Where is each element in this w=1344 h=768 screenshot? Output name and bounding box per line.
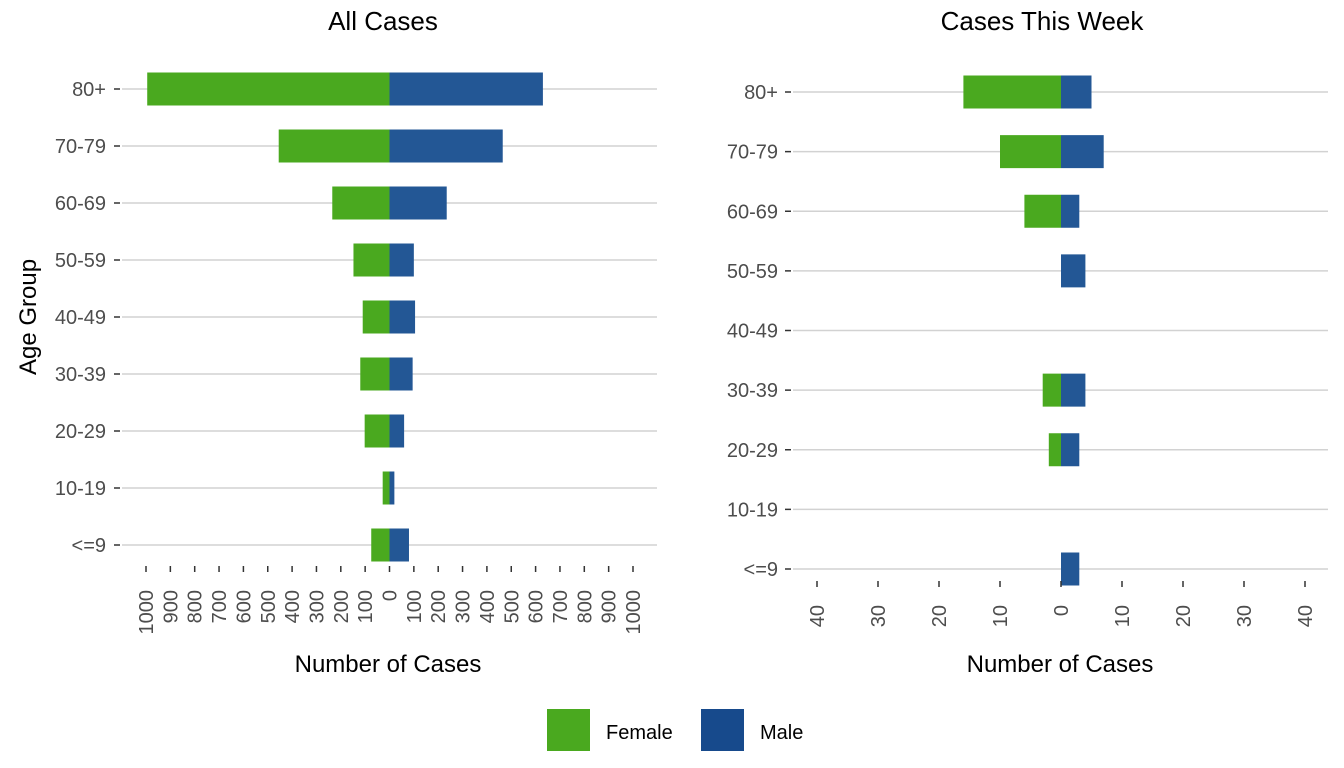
bar-female-80+ — [963, 75, 1061, 109]
bar-female-60-69 — [332, 186, 390, 220]
x-tick-label: 20 — [1173, 605, 1195, 627]
x-tick-label: 40 — [807, 605, 829, 627]
x-tick-label: 20 — [929, 605, 951, 627]
y-tick-label: 40-49 — [55, 307, 106, 329]
bar-female-20-29 — [364, 414, 390, 448]
y-tick-label: <=9 — [72, 535, 106, 557]
x-tick-label: 1000 — [623, 590, 645, 635]
x-axis-title: Number of Cases — [967, 651, 1154, 678]
panel-title: Cases This Week — [941, 6, 1145, 36]
y-tick-label: 70-79 — [55, 136, 106, 158]
y-tick-label: 20-29 — [55, 421, 106, 443]
legend: Female Male — [547, 709, 803, 751]
x-tick-label: 300 — [306, 590, 328, 623]
x-tick-label: 200 — [428, 590, 450, 623]
legend-label-male: Male — [760, 722, 803, 744]
bar-female-30-39 — [1042, 373, 1061, 407]
y-tick-label: 10-19 — [55, 478, 106, 500]
y-tick-label: 80+ — [72, 79, 106, 101]
y-tick-label: 60-69 — [727, 201, 778, 223]
panel-title: All Cases — [328, 6, 438, 36]
x-tick-label: 700 — [209, 590, 231, 623]
x-tick-label: 100 — [355, 590, 377, 623]
x-tick-label: 800 — [185, 590, 207, 623]
legend-label-female: Female — [606, 722, 673, 744]
y-tick-label: 30-39 — [55, 364, 106, 386]
x-tick-label: 30 — [1234, 605, 1256, 627]
y-tick-label: 60-69 — [55, 193, 106, 215]
bar-male-50-59 — [389, 243, 414, 277]
x-tick-label: 0 — [380, 590, 402, 601]
panel-cases-this-week: <=9 10-19 20-29 30-39 40-49 50-59 60-69 70-79 80… — [727, 6, 1328, 678]
bar-male-70-79 — [1061, 135, 1104, 169]
y-tick-label: 40-49 — [727, 321, 778, 343]
bar-male-20-29 — [389, 414, 405, 448]
x-tick-label: 400 — [282, 590, 304, 623]
x-tick-label: 100 — [404, 590, 426, 623]
x-tick-label: 600 — [526, 590, 548, 623]
y-tick-label: 80+ — [744, 82, 778, 104]
bar-female-80+ — [147, 72, 390, 106]
bar-male-<=9 — [1061, 552, 1080, 586]
y-axis-title: Age Group — [15, 259, 42, 375]
bar-male-80+ — [1061, 75, 1092, 109]
x-tick-label: 500 — [501, 590, 523, 623]
x-axis-title: Number of Cases — [295, 651, 482, 678]
panel-all-cases: <=9 10-19 20-29 30-39 40-49 50-59 60-69 70-79 80… — [15, 6, 657, 678]
bar-female-30-39 — [360, 357, 390, 391]
y-tick-label: 50-59 — [727, 261, 778, 283]
x-tick-label: 500 — [258, 590, 280, 623]
x-tick-label: 30 — [868, 605, 890, 627]
bar-male-20-29 — [1061, 433, 1080, 467]
legend-key-male — [701, 709, 744, 751]
bar-male-70-79 — [389, 129, 503, 163]
bar-female-70-79 — [1000, 135, 1061, 169]
bar-male-60-69 — [389, 186, 447, 220]
x-tick-label: 40 — [1295, 605, 1317, 627]
x-tick-label: 10 — [1112, 605, 1134, 627]
bar-male-50-59 — [1061, 254, 1086, 288]
y-tick-label: <=9 — [744, 559, 778, 581]
bar-female-70-79 — [278, 129, 390, 163]
x-tick-label: 200 — [331, 590, 353, 623]
bar-male-<=9 — [389, 528, 409, 562]
bar-female-50-59 — [353, 243, 390, 277]
bar-female-<=9 — [371, 528, 390, 562]
bar-female-20-29 — [1048, 433, 1061, 467]
x-tick-label: 0 — [1051, 605, 1073, 616]
x-tick-label: 900 — [599, 590, 621, 623]
y-tick-label: 20-29 — [727, 440, 778, 462]
bar-male-60-69 — [1061, 194, 1080, 228]
x-tick-label: 900 — [160, 590, 182, 623]
bar-male-80+ — [389, 72, 543, 106]
bar-female-40-49 — [362, 300, 390, 334]
y-tick-label: 70-79 — [727, 142, 778, 164]
bar-male-30-39 — [389, 357, 413, 391]
x-tick-label: 1000 — [136, 590, 158, 635]
bar-male-30-39 — [1061, 373, 1086, 407]
y-tick-label: 50-59 — [55, 250, 106, 272]
bar-female-10-19 — [382, 471, 390, 505]
x-tick-label: 800 — [574, 590, 596, 623]
x-tick-label: 10 — [990, 605, 1012, 627]
bar-male-40-49 — [389, 300, 416, 334]
legend-key-female — [547, 709, 590, 751]
x-tick-label: 600 — [233, 590, 255, 623]
bar-male-10-19 — [389, 471, 395, 505]
x-tick-label: 400 — [477, 590, 499, 623]
bar-female-60-69 — [1024, 194, 1061, 228]
y-tick-label: 30-39 — [727, 380, 778, 402]
x-tick-label: 700 — [550, 590, 572, 623]
y-tick-label: 10-19 — [727, 499, 778, 521]
x-tick-label: 300 — [453, 590, 475, 623]
